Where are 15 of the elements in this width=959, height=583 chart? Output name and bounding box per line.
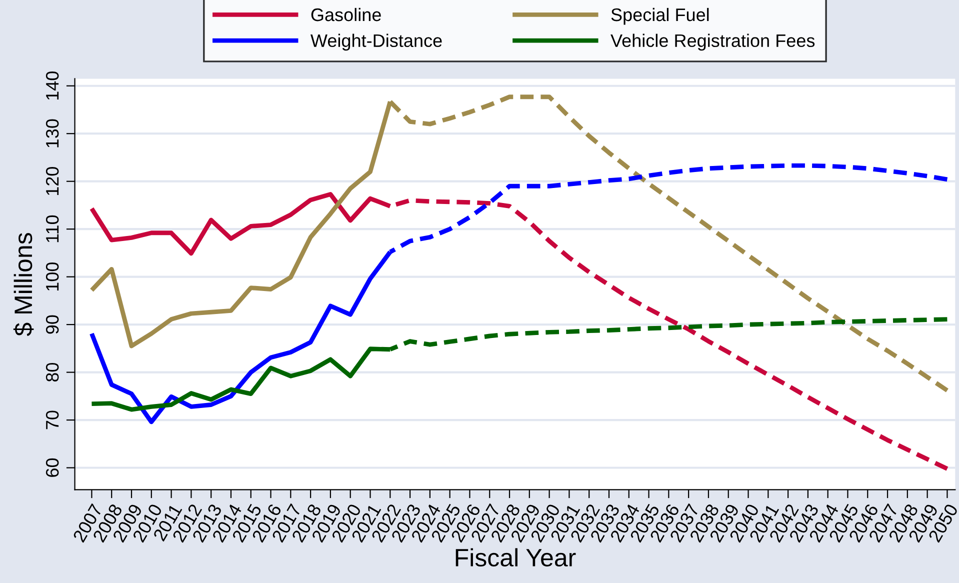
- legend-label: Gasoline: [311, 8, 381, 22]
- y-tick-label: 90: [46, 315, 59, 334]
- y-tick-label: 110: [46, 215, 59, 242]
- y-axis-title: $ Millions: [13, 233, 34, 336]
- y-tick-label: 120: [46, 166, 59, 196]
- x-axis-title: Fiscal Year: [456, 548, 576, 567]
- y-tick-label: 70: [46, 410, 59, 430]
- y-tick-label: 140: [46, 72, 59, 100]
- y-tick-label: 130: [46, 119, 59, 148]
- y-tick-label: 60: [46, 458, 59, 477]
- y-tick-label: 100: [46, 262, 59, 290]
- legend-label: Weight-Distance: [310, 34, 442, 51]
- y-tick-label: 80: [46, 362, 59, 382]
- legend-label: Vehicle Registration Fees: [610, 34, 815, 51]
- legend-label: Special Fuel: [611, 8, 709, 25]
